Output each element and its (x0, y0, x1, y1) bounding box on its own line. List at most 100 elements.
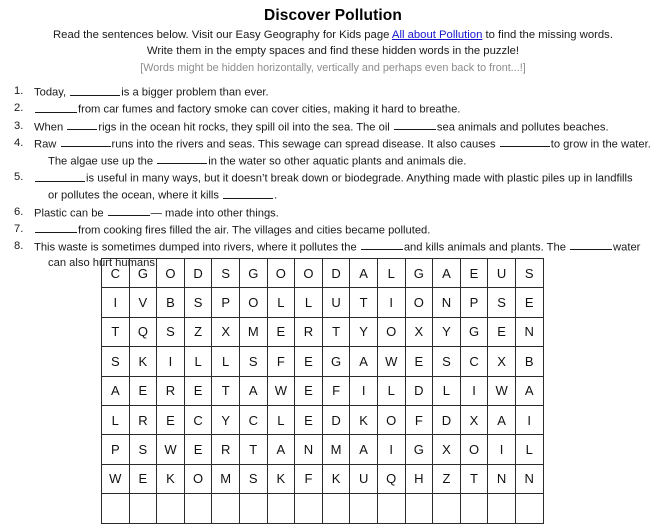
word-search-cell[interactable]: F (404, 404, 434, 436)
word-search-cell[interactable] (294, 493, 323, 524)
word-search-cell[interactable]: Y (349, 316, 378, 348)
question-8-blank[interactable] (360, 239, 403, 251)
word-search-cell[interactable]: U (349, 463, 378, 495)
word-search-cell[interactable]: W (101, 463, 130, 495)
word-search-cell[interactable]: E (404, 346, 434, 377)
word-search-cell[interactable]: E (459, 257, 489, 289)
word-search-cell[interactable]: A (101, 375, 130, 406)
word-search-cell[interactable]: R (156, 375, 185, 406)
word-search-cell[interactable]: H (404, 463, 434, 495)
word-search-cell[interactable]: X (211, 316, 240, 348)
word-search-cell[interactable]: D (321, 257, 351, 289)
word-search-cell[interactable] (321, 493, 351, 524)
word-search-cell[interactable]: A (349, 346, 378, 377)
word-search-cell[interactable]: L (101, 404, 130, 436)
word-search-cell[interactable]: G (321, 346, 351, 377)
word-search-cell[interactable]: T (101, 316, 130, 348)
word-search-cell[interactable]: A (487, 404, 516, 436)
word-search-cell[interactable]: E (183, 434, 213, 465)
question-3-blank[interactable] (393, 119, 436, 130)
word-search-cell[interactable]: L (211, 346, 240, 377)
word-search-cell[interactable]: I (514, 404, 544, 436)
word-search-cell[interactable]: G (404, 434, 434, 465)
word-search-cell[interactable]: P (211, 287, 240, 318)
word-search-cell[interactable]: S (514, 257, 544, 289)
word-search-cell[interactable]: S (238, 463, 268, 495)
question-7-blank[interactable] (35, 222, 77, 234)
word-search-cell[interactable]: L (294, 287, 323, 318)
word-search-cell[interactable] (487, 493, 516, 524)
question-5-blank[interactable] (35, 170, 85, 182)
word-search-cell[interactable]: A (266, 434, 296, 465)
word-search-cell[interactable]: K (266, 463, 296, 495)
word-search-cell[interactable]: O (294, 257, 323, 289)
word-search-cell[interactable]: C (459, 346, 489, 377)
word-search-cell[interactable]: L (183, 346, 213, 377)
word-search-cell[interactable]: W (156, 434, 185, 465)
word-search-cell[interactable] (404, 493, 434, 524)
word-search-cell[interactable]: A (349, 257, 378, 289)
word-search-cell[interactable]: E (156, 404, 185, 436)
word-search-cell[interactable]: A (432, 257, 461, 289)
word-search-cell[interactable]: L (376, 257, 406, 289)
word-search-cell[interactable]: S (238, 346, 268, 377)
word-search-cell[interactable]: M (211, 463, 240, 495)
word-search-cell[interactable]: T (459, 463, 489, 495)
word-search-cell[interactable]: S (211, 257, 240, 289)
question-6-blank[interactable] (107, 205, 150, 216)
word-search-cell[interactable]: G (459, 316, 489, 348)
word-search-cell[interactable]: E (514, 287, 544, 318)
word-search-cell[interactable]: Z (183, 316, 213, 348)
word-search-cell[interactable] (156, 493, 185, 524)
word-search-cell[interactable]: D (321, 404, 351, 436)
word-search-cell[interactable]: E (294, 346, 323, 377)
word-search-cell[interactable] (128, 493, 158, 524)
word-search-cell[interactable]: G (238, 257, 268, 289)
word-search-cell[interactable]: E (487, 316, 516, 348)
word-search-cell[interactable]: L (266, 287, 296, 318)
word-search-cell[interactable]: F (321, 375, 351, 406)
word-search-cell[interactable]: I (459, 375, 489, 406)
word-search-cell[interactable]: K (349, 404, 378, 436)
word-search-cell[interactable] (376, 493, 406, 524)
word-search-cell[interactable] (101, 493, 130, 524)
question-8-blank[interactable] (570, 239, 613, 251)
word-search-cell[interactable] (459, 493, 489, 524)
word-search-cell[interactable]: C (238, 404, 268, 436)
word-search-cell[interactable]: M (238, 316, 268, 348)
word-search-cell[interactable]: E (183, 375, 213, 406)
word-search-cell[interactable]: E (128, 375, 158, 406)
word-search-cell[interactable]: M (321, 434, 351, 465)
word-search-cell[interactable]: O (183, 463, 213, 495)
word-search-cell[interactable]: A (349, 434, 378, 465)
word-search-cell[interactable]: R (211, 434, 240, 465)
word-search-cell[interactable]: I (156, 346, 185, 377)
word-search-cell[interactable]: R (294, 316, 323, 348)
word-search-cell[interactable]: C (183, 404, 213, 436)
word-search-cell[interactable]: T (349, 287, 378, 318)
word-search-cell[interactable]: G (128, 257, 158, 289)
word-search-cell[interactable]: Q (376, 463, 406, 495)
word-search-cell[interactable]: Y (432, 316, 461, 348)
word-search-cell[interactable]: N (294, 434, 323, 465)
word-search-cell[interactable]: O (459, 434, 489, 465)
word-search-cell[interactable]: E (266, 316, 296, 348)
word-search-cell[interactable]: T (238, 434, 268, 465)
word-search-cell[interactable]: L (514, 434, 544, 465)
word-search-cell[interactable]: N (487, 463, 516, 495)
word-search-cell[interactable]: X (432, 434, 461, 465)
word-search-cell[interactable]: Z (432, 463, 461, 495)
word-search-cell[interactable]: O (238, 287, 268, 318)
word-search-cell[interactable] (238, 493, 268, 524)
word-search-cell[interactable]: S (432, 346, 461, 377)
word-search-cell[interactable]: I (376, 287, 406, 318)
question-4-blank[interactable] (499, 136, 550, 148)
question-1-blank[interactable] (70, 84, 121, 96)
word-search-cell[interactable]: A (238, 375, 268, 406)
word-search-cell[interactable]: X (487, 346, 516, 377)
word-search-cell[interactable]: I (376, 434, 406, 465)
word-search-cell[interactable]: U (487, 257, 516, 289)
word-search-cell[interactable]: D (183, 257, 213, 289)
word-search-cell[interactable]: S (183, 287, 213, 318)
word-search-cell[interactable]: I (101, 287, 130, 318)
